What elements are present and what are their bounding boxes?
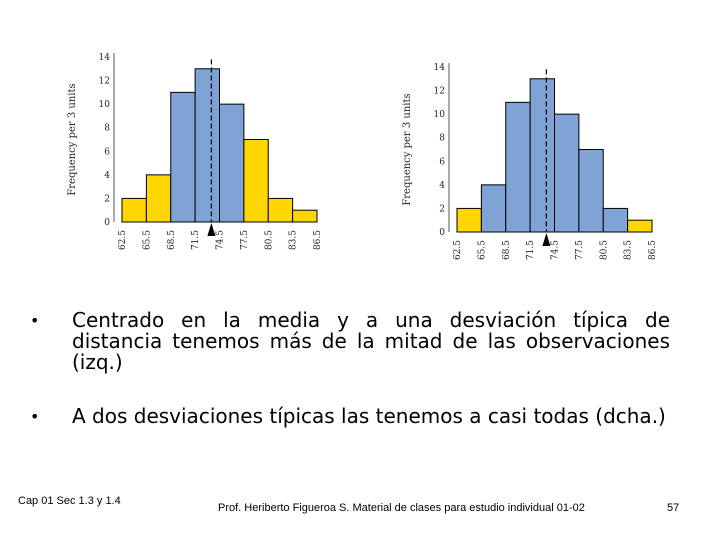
y-axis-label: Frequency per 3 units [67, 83, 78, 195]
bullet-text: Centrado en la media y a una desviación … [72, 308, 670, 374]
x-tick-label: 83.5 [289, 230, 299, 250]
histogram-left: Frequency per 3 units 0 2 4 6 8 10 12 14 62.5 65.5… [67, 53, 323, 250]
y-tick-label: 10 [434, 110, 446, 120]
y-tick-label: 14 [99, 53, 111, 63]
histogram-bar [554, 113, 580, 233]
y-axis-label: Frequency per 3 units [402, 93, 413, 205]
y-tick-label: 8 [104, 124, 110, 134]
bullet-item: • Centrado en la media y a una desviació… [30, 310, 670, 373]
histogram-bar [292, 209, 318, 223]
histogram-bar [505, 101, 531, 233]
histogram-bar [627, 219, 653, 233]
y-tick-label: 14 [434, 63, 446, 73]
bullet-text: A dos desviaciones típicas las tenemos a… [72, 404, 666, 428]
histogram-bar [219, 103, 245, 223]
x-tick-label: 68.5 [502, 240, 512, 260]
footer-chapter: Cap 01 Sec 1.3 y 1.4 [18, 495, 121, 507]
histogram-bar [170, 91, 196, 223]
y-tick-label: 10 [99, 100, 111, 110]
x-tick-label: 71.5 [191, 230, 201, 250]
bullet-item: • A dos desviaciones típicas las tenemos… [30, 406, 670, 427]
y-tick-label: 12 [434, 87, 445, 97]
histogram-bar [243, 139, 269, 223]
histogram-bar [456, 207, 482, 233]
x-tick-label: 80.5 [264, 230, 274, 250]
histogram-bar [480, 184, 507, 233]
y-tick-label: 8 [439, 134, 445, 144]
histogram-bar [529, 78, 555, 233]
x-tick-label: 80.5 [599, 240, 609, 260]
histogram-bar [267, 197, 294, 223]
x-tick-label: 71.5 [526, 240, 536, 260]
histogram-right: Frequency per 3 units 0 2 4 6 8 10 12 14 62.5 65.5… [402, 63, 658, 260]
y-tick-label: 12 [99, 77, 110, 87]
bullet-dot: • [30, 311, 40, 330]
y-tick-label: 0 [439, 228, 445, 238]
x-tick-label: 74.5 [216, 230, 226, 250]
histogram-bar [121, 197, 147, 223]
y-tick-label: 2 [439, 204, 445, 214]
x-tick-label: 74.5 [551, 240, 561, 260]
y-tick-label: 0 [104, 218, 110, 228]
histogram-bar [194, 68, 220, 223]
bullet-list: • Centrado en la media y a una desviació… [30, 310, 670, 460]
y-tick-label: 4 [104, 171, 110, 181]
x-tick-label: 86.5 [648, 240, 658, 260]
histogram-bar [578, 149, 604, 233]
mean-arrow-icon [207, 223, 216, 236]
x-tick-label: 68.5 [167, 230, 177, 250]
footer-credit: Prof. Heriberto Figueroa S. Material de … [218, 502, 585, 514]
y-tick-label: 4 [439, 181, 445, 191]
y-tick-label: 2 [104, 194, 110, 204]
x-tick-label: 77.5 [240, 230, 250, 250]
x-tick-label: 62.5 [453, 240, 463, 260]
x-tick-label: 62.5 [118, 230, 128, 250]
histogram-bar [145, 174, 172, 223]
x-tick-label: 65.5 [477, 240, 487, 260]
histogram-bar [602, 207, 629, 233]
x-tick-label: 86.5 [313, 230, 323, 250]
y-tick-label: 6 [439, 157, 445, 167]
mean-arrow-icon [542, 233, 551, 246]
x-tick-label: 77.5 [575, 240, 585, 260]
bullet-dot: • [30, 407, 40, 426]
y-tick-label: 6 [104, 147, 110, 157]
x-tick-label: 65.5 [142, 230, 152, 250]
footer-page-number: 57 [667, 502, 680, 514]
x-tick-label: 83.5 [624, 240, 634, 260]
